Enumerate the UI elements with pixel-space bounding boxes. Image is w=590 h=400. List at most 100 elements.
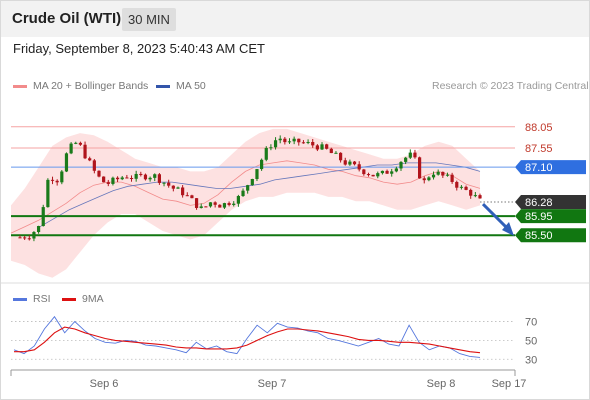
candle-body bbox=[60, 171, 64, 183]
candle-body bbox=[120, 177, 124, 180]
rsi-tick-label: 70 bbox=[525, 316, 537, 328]
candle-body bbox=[78, 142, 83, 145]
candle-body bbox=[23, 237, 27, 239]
ma50-line bbox=[39, 162, 481, 228]
candle-body bbox=[255, 169, 259, 180]
candle-body bbox=[478, 195, 482, 199]
interval-badge[interactable]: 30 MIN bbox=[122, 8, 176, 31]
level-label: 85.95 bbox=[525, 211, 553, 223]
candle-body bbox=[366, 174, 371, 176]
legend-ma50: MA 50 bbox=[156, 80, 206, 92]
rsi-swatch bbox=[13, 297, 27, 301]
candle-body bbox=[162, 182, 166, 184]
candle-body bbox=[246, 185, 250, 191]
level-tag bbox=[515, 209, 586, 224]
bb-swatch bbox=[13, 84, 27, 88]
candle-body bbox=[292, 138, 296, 142]
candle-body bbox=[427, 177, 431, 181]
candle-body bbox=[287, 141, 292, 143]
candle-body bbox=[278, 138, 282, 141]
level-label: 88.05 bbox=[525, 122, 553, 134]
rsi-tick-label: 50 bbox=[525, 335, 537, 347]
candle-body bbox=[334, 152, 338, 154]
timestamp: Friday, September 8, 2023 5:40:43 AM CET bbox=[13, 41, 265, 56]
candle-body bbox=[339, 152, 343, 161]
candle-body bbox=[50, 179, 55, 181]
candle-body bbox=[260, 159, 264, 170]
candle-body bbox=[404, 157, 408, 162]
level-label: 85.50 bbox=[525, 230, 553, 242]
instrument-title: Crude Oil (WTI) bbox=[12, 10, 122, 27]
candle-body bbox=[385, 170, 389, 174]
candle-body bbox=[445, 174, 450, 176]
candle-body bbox=[218, 204, 222, 208]
candle-body bbox=[320, 144, 324, 150]
candle-body bbox=[227, 203, 231, 205]
candle-body bbox=[301, 142, 306, 144]
ma20-line bbox=[10, 160, 481, 234]
level-tag bbox=[515, 195, 586, 210]
candle-body bbox=[250, 179, 254, 186]
candle-body bbox=[213, 202, 217, 205]
legend-ma9: 9MA bbox=[62, 293, 104, 305]
candle-body bbox=[199, 206, 203, 209]
rsi-series-line bbox=[13, 315, 481, 358]
candle-body bbox=[69, 143, 73, 154]
candle-body bbox=[441, 171, 445, 176]
candle-body bbox=[176, 187, 180, 189]
legend-ma9-label: 9MA bbox=[82, 293, 104, 305]
candle-body bbox=[348, 161, 352, 165]
rsi-tick-label: 30 bbox=[525, 354, 537, 366]
rsi-series-line bbox=[14, 326, 481, 354]
candle-body bbox=[46, 179, 50, 208]
candle-body bbox=[32, 232, 36, 239]
level-tag bbox=[515, 160, 586, 175]
candle-body bbox=[469, 189, 473, 196]
candle-body bbox=[18, 237, 22, 239]
candle-body bbox=[473, 195, 477, 197]
candle-body bbox=[143, 174, 148, 180]
candle-body bbox=[422, 178, 426, 181]
legend-bb-label: MA 20 + Bollinger Bands bbox=[33, 80, 149, 92]
legend-rsi: RSI bbox=[13, 293, 51, 305]
candle-body bbox=[325, 144, 329, 149]
candle-body bbox=[329, 148, 333, 154]
candle-body bbox=[92, 160, 96, 171]
time-tick-label: Sep 6 bbox=[90, 378, 119, 390]
candle-body bbox=[264, 147, 268, 160]
level-label: 86.28 bbox=[525, 197, 553, 209]
candle-body bbox=[371, 174, 375, 177]
candle-body bbox=[390, 171, 394, 174]
candle-body bbox=[464, 186, 468, 190]
legend-bb: MA 20 + Bollinger Bands bbox=[13, 80, 148, 92]
candle-body bbox=[125, 177, 129, 179]
candle-body bbox=[236, 196, 240, 204]
candle-body bbox=[269, 147, 273, 149]
time-tick-label: Sep 8 bbox=[427, 378, 456, 390]
candle-body bbox=[362, 169, 366, 175]
candle-body bbox=[413, 152, 417, 158]
candle-body bbox=[208, 202, 213, 207]
candle-body bbox=[273, 140, 278, 148]
candle-body bbox=[306, 141, 310, 143]
candle-body bbox=[111, 177, 115, 184]
candle-body bbox=[102, 176, 106, 183]
candle-body bbox=[297, 138, 301, 143]
ma9-swatch bbox=[62, 297, 76, 301]
legend-ma50-label: MA 50 bbox=[176, 80, 206, 92]
candle-body bbox=[41, 207, 45, 227]
candle-body bbox=[352, 161, 357, 165]
credit-text: Research © 2023 Trading Central bbox=[432, 80, 589, 92]
candle-body bbox=[394, 168, 398, 172]
level-tag bbox=[515, 228, 586, 243]
candle-body bbox=[417, 157, 422, 179]
candle-body bbox=[311, 141, 315, 146]
header-bar: Crude Oil (WTI) 30 MIN bbox=[1, 1, 589, 37]
candle-body bbox=[315, 145, 319, 150]
candle-body bbox=[129, 178, 134, 180]
candle-body bbox=[134, 173, 138, 179]
candle-body bbox=[115, 177, 120, 180]
candle-body bbox=[36, 226, 41, 233]
candle-body bbox=[64, 153, 69, 172]
candle-body bbox=[167, 182, 171, 186]
